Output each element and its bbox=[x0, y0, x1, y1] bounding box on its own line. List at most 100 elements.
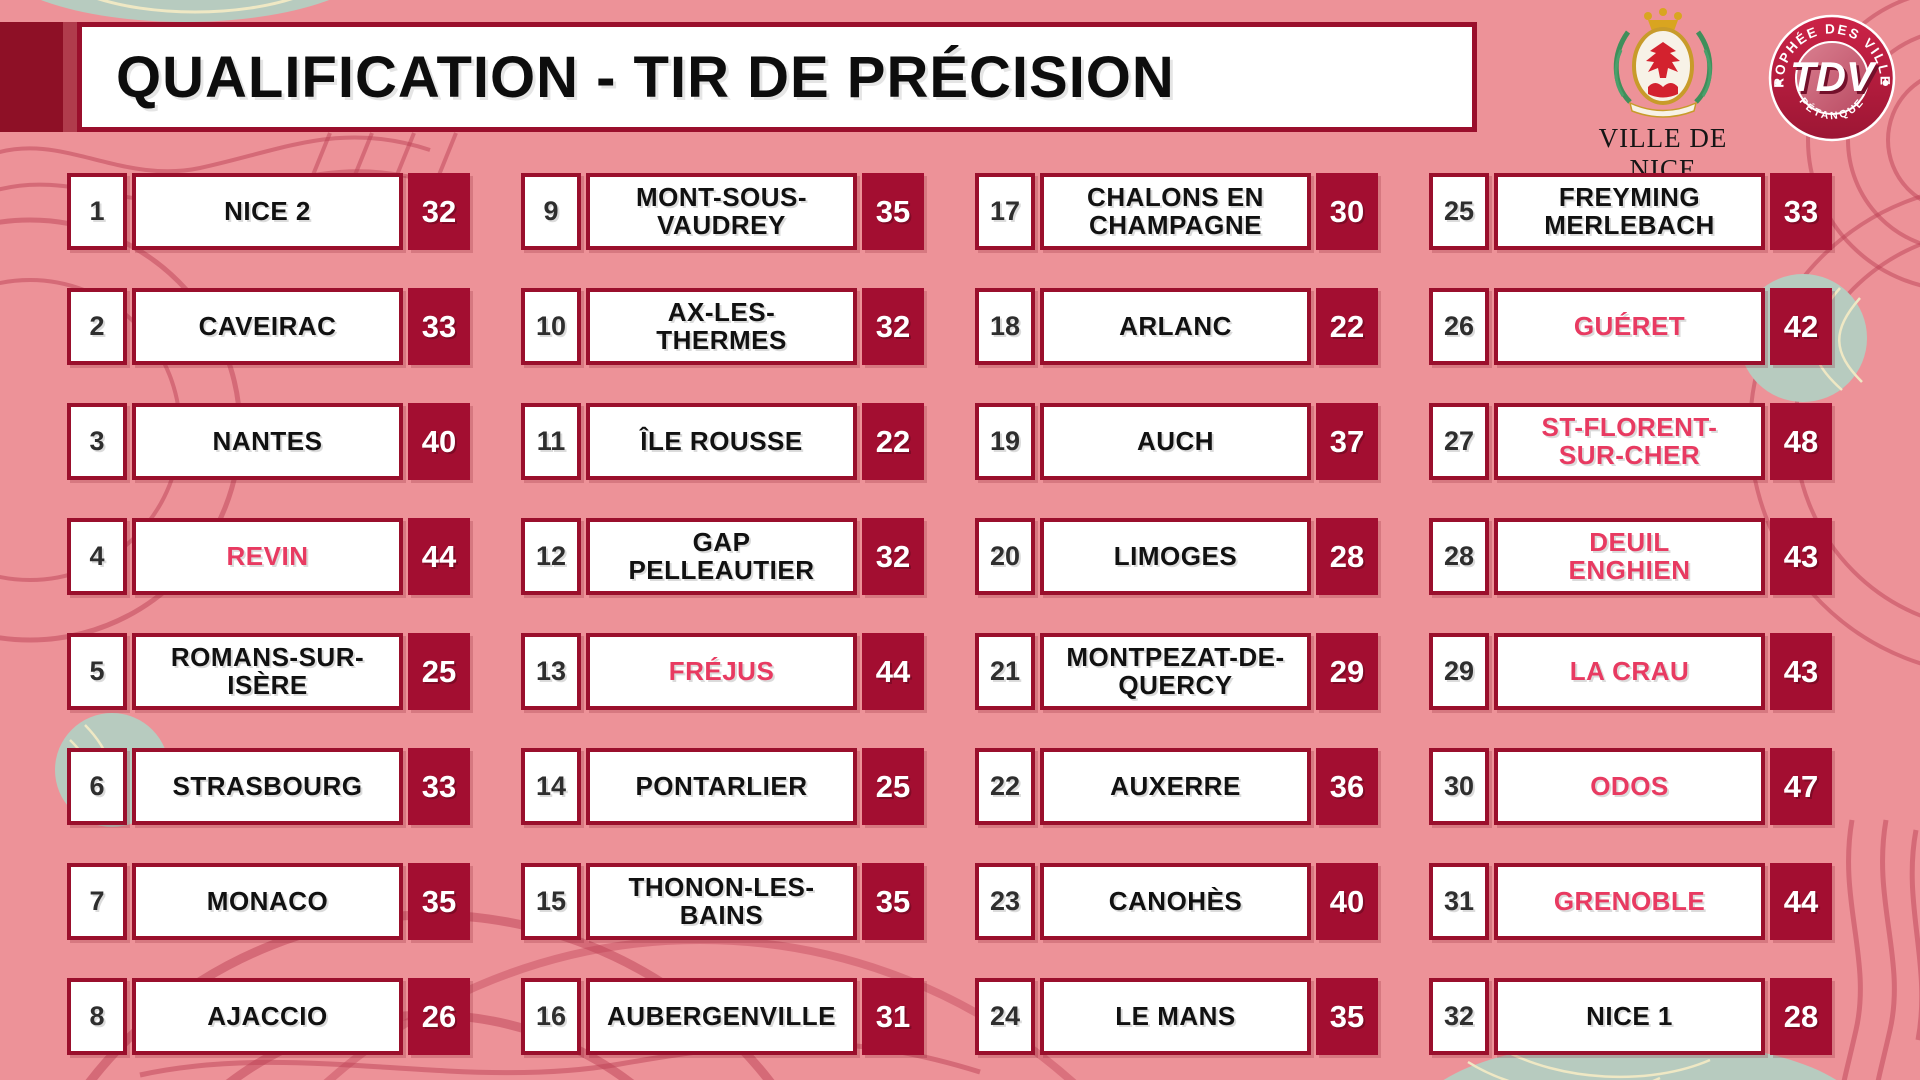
qualification-entry: 9 MONT-SOUS- VAUDREY 35 bbox=[521, 173, 924, 250]
rank-cell: 16 bbox=[521, 978, 581, 1055]
rank-cell: 30 bbox=[1429, 748, 1489, 825]
qualification-entry: 16 AUBERGENVILLE 31 bbox=[521, 978, 924, 1055]
score-cell: 30 bbox=[1316, 173, 1378, 250]
qualification-entry: 25 FREYMING MERLEBACH 33 bbox=[1429, 173, 1832, 250]
qualification-entry: 1 NICE 2 32 bbox=[67, 173, 470, 250]
city-cell: REVIN bbox=[132, 518, 403, 595]
rank-cell: 5 bbox=[67, 633, 127, 710]
qualification-entry: 18 ARLANC 22 bbox=[975, 288, 1378, 365]
score-cell: 40 bbox=[1316, 863, 1378, 940]
score-cell: 29 bbox=[1316, 633, 1378, 710]
score-cell: 28 bbox=[1770, 978, 1832, 1055]
rank-cell: 8 bbox=[67, 978, 127, 1055]
qualification-entry: 5 ROMANS-SUR- ISÈRE 25 bbox=[67, 633, 470, 710]
score-cell: 26 bbox=[408, 978, 470, 1055]
score-cell: 36 bbox=[1316, 748, 1378, 825]
city-cell: MONT-SOUS- VAUDREY bbox=[586, 173, 857, 250]
score-cell: 47 bbox=[1770, 748, 1832, 825]
rank-cell: 11 bbox=[521, 403, 581, 480]
rank-cell: 4 bbox=[67, 518, 127, 595]
score-cell: 25 bbox=[408, 633, 470, 710]
rank-cell: 32 bbox=[1429, 978, 1489, 1055]
city-cell: CANOHÈS bbox=[1040, 863, 1311, 940]
qualification-entry: 4 REVIN 44 bbox=[67, 518, 470, 595]
city-cell: NANTES bbox=[132, 403, 403, 480]
rank-cell: 22 bbox=[975, 748, 1035, 825]
city-cell: CAVEIRAC bbox=[132, 288, 403, 365]
city-cell: CHALONS EN CHAMPAGNE bbox=[1040, 173, 1311, 250]
city-cell: AUCH bbox=[1040, 403, 1311, 480]
qualification-entry: 15 THONON-LES- BAINS 35 bbox=[521, 863, 924, 940]
tdv-center-label: TDV bbox=[1790, 53, 1877, 100]
city-cell: FRÉJUS bbox=[586, 633, 857, 710]
qualification-entry: 23 CANOHÈS 40 bbox=[975, 863, 1378, 940]
city-cell: MONACO bbox=[132, 863, 403, 940]
rank-cell: 13 bbox=[521, 633, 581, 710]
score-cell: 44 bbox=[862, 633, 924, 710]
city-cell: LE MANS bbox=[1040, 978, 1311, 1055]
rank-cell: 27 bbox=[1429, 403, 1489, 480]
city-cell: ROMANS-SUR- ISÈRE bbox=[132, 633, 403, 710]
score-cell: 31 bbox=[862, 978, 924, 1055]
score-cell: 48 bbox=[1770, 403, 1832, 480]
rank-cell: 12 bbox=[521, 518, 581, 595]
city-cell: LIMOGES bbox=[1040, 518, 1311, 595]
rank-cell: 21 bbox=[975, 633, 1035, 710]
rank-cell: 31 bbox=[1429, 863, 1489, 940]
qualification-grid: 1 NICE 2 32 2 CAVEIRAC 33 3 NANTES 40 4 REVIN 44 5 RO… bbox=[67, 173, 1832, 1055]
qualification-entry: 32 NICE 1 28 bbox=[1429, 978, 1832, 1055]
city-cell: ÎLE ROUSSE bbox=[586, 403, 857, 480]
city-cell: LA CRAU bbox=[1494, 633, 1765, 710]
city-cell: THONON-LES- BAINS bbox=[586, 863, 857, 940]
city-cell: MONTPEZAT-DE- QUERCY bbox=[1040, 633, 1311, 710]
qualification-entry: 21 MONTPEZAT-DE- QUERCY 29 bbox=[975, 633, 1378, 710]
score-cell: 28 bbox=[1316, 518, 1378, 595]
score-cell: 32 bbox=[862, 288, 924, 365]
city-cell: AUBERGENVILLE bbox=[586, 978, 857, 1055]
rank-cell: 29 bbox=[1429, 633, 1489, 710]
score-cell: 22 bbox=[862, 403, 924, 480]
rank-cell: 14 bbox=[521, 748, 581, 825]
rank-cell: 19 bbox=[975, 403, 1035, 480]
score-cell: 22 bbox=[1316, 288, 1378, 365]
city-cell: STRASBOURG bbox=[132, 748, 403, 825]
score-cell: 43 bbox=[1770, 518, 1832, 595]
ville-de-nice-logo: VILLE DE NICE bbox=[1566, 6, 1760, 185]
tdv-center-shadow: TDV bbox=[1793, 56, 1880, 103]
score-cell: 33 bbox=[408, 288, 470, 365]
rank-cell: 25 bbox=[1429, 173, 1489, 250]
score-cell: 42 bbox=[1770, 288, 1832, 365]
city-cell: AUXERRE bbox=[1040, 748, 1311, 825]
city-cell: DEUIL ENGHIEN bbox=[1494, 518, 1765, 595]
city-cell: NICE 2 bbox=[132, 173, 403, 250]
score-cell: 32 bbox=[862, 518, 924, 595]
rank-cell: 2 bbox=[67, 288, 127, 365]
qualification-entry: 8 AJACCIO 26 bbox=[67, 978, 470, 1055]
city-cell: FREYMING MERLEBACH bbox=[1494, 173, 1765, 250]
rank-cell: 3 bbox=[67, 403, 127, 480]
city-cell: ODOS bbox=[1494, 748, 1765, 825]
qualification-entry: 19 AUCH 37 bbox=[975, 403, 1378, 480]
score-cell: 44 bbox=[1770, 863, 1832, 940]
rank-cell: 28 bbox=[1429, 518, 1489, 595]
rank-cell: 10 bbox=[521, 288, 581, 365]
city-cell: ST-FLORENT- SUR-CHER bbox=[1494, 403, 1765, 480]
score-cell: 35 bbox=[862, 863, 924, 940]
score-cell: 35 bbox=[408, 863, 470, 940]
city-cell: AX-LES- THERMES bbox=[586, 288, 857, 365]
score-cell: 40 bbox=[408, 403, 470, 480]
score-cell: 43 bbox=[1770, 633, 1832, 710]
rank-cell: 18 bbox=[975, 288, 1035, 365]
qualification-entry: 11 ÎLE ROUSSE 22 bbox=[521, 403, 924, 480]
city-cell: GAP PELLEAUTIER bbox=[586, 518, 857, 595]
qualification-entry: 3 NANTES 40 bbox=[67, 403, 470, 480]
rank-cell: 24 bbox=[975, 978, 1035, 1055]
score-cell: 25 bbox=[862, 748, 924, 825]
qualification-entry: 29 LA CRAU 43 bbox=[1429, 633, 1832, 710]
rank-cell: 17 bbox=[975, 173, 1035, 250]
qualification-entry: 13 FRÉJUS 44 bbox=[521, 633, 924, 710]
qualification-entry: 2 CAVEIRAC 33 bbox=[67, 288, 470, 365]
trophee-des-villes-logo: TROPHÉE DES VILLES PÉTANQUE TDV TDV bbox=[1758, 0, 1900, 146]
rank-cell: 15 bbox=[521, 863, 581, 940]
